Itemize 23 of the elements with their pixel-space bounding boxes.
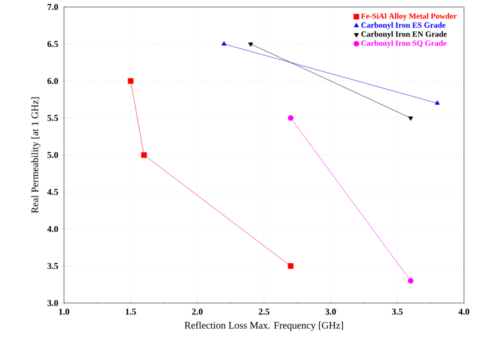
point (128, 78, 134, 84)
x-tick-label: 4.0 (458, 308, 470, 315)
point (288, 263, 294, 269)
point (141, 152, 147, 158)
x-axis-title: Reflection Loss Max. Frequency [GHz] (184, 322, 343, 331)
y-tick-label: 5.5 (48, 115, 58, 121)
y-tick-label: 5.0 (48, 152, 58, 158)
x-tick-label: 3.5 (392, 308, 403, 315)
y-tick-label: 4.5 (47, 188, 58, 196)
y-tick-label: 3.0 (47, 300, 58, 306)
y-tick-label: 7.0 (48, 4, 58, 10)
y-tick-label: 4.0 (47, 226, 58, 232)
point (288, 115, 294, 121)
x-tick-label: 3.0 (325, 308, 336, 315)
y-tick-label: 6.5 (47, 40, 58, 48)
point (408, 278, 414, 284)
y-axis-title: Real Permeability [at 1 GHz] (31, 97, 40, 214)
x-tick-label: 1.0 (59, 308, 70, 315)
x-tick-label: 2.0 (192, 308, 203, 315)
y-tick-label: 3.5 (47, 262, 58, 270)
y-tick-label: 6.0 (47, 78, 58, 84)
x-tick-label: 2.5 (258, 308, 270, 315)
x-tick-label: 1.5 (126, 308, 136, 315)
